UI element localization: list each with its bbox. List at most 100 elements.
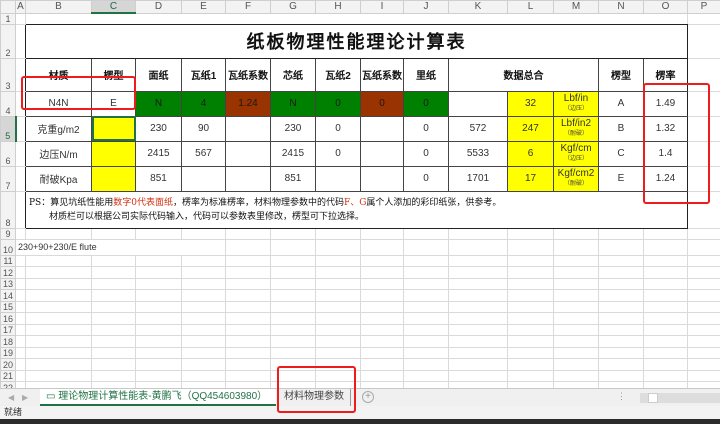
cell[interactable]	[448, 254, 508, 267]
cell[interactable]	[507, 277, 554, 290]
cell-medium1[interactable]: 567	[181, 140, 226, 167]
cell-medium2-code[interactable]: 0	[315, 90, 361, 117]
add-sheet-icon[interactable]: +	[362, 391, 374, 403]
cell[interactable]	[225, 238, 271, 256]
cell[interactable]	[553, 238, 599, 256]
cell-sum[interactable]	[448, 90, 508, 117]
cell[interactable]	[643, 369, 688, 382]
cell-unit[interactable]: Kgf/cm2 （耐破）	[553, 165, 599, 192]
cell[interactable]	[598, 238, 644, 256]
cell[interactable]	[15, 277, 26, 290]
cell[interactable]	[448, 265, 508, 279]
cell[interactable]	[360, 300, 404, 313]
cell[interactable]	[448, 227, 508, 240]
cell[interactable]	[507, 265, 554, 279]
cell[interactable]	[643, 346, 688, 359]
cell[interactable]	[225, 254, 271, 267]
cell[interactable]	[270, 238, 316, 256]
cell[interactable]	[448, 311, 508, 325]
cell[interactable]	[315, 300, 361, 313]
cell[interactable]	[315, 288, 361, 302]
note-text[interactable]: PS：算见坑纸性能用数字0代表面纸，楞率为标准楞率，材料物理参数中的代码F、G属…	[25, 190, 688, 229]
row-header[interactable]: 5	[0, 115, 17, 142]
row-header[interactable]: 20	[0, 357, 16, 371]
header-liner[interactable]: 面纸	[135, 57, 182, 92]
cell[interactable]	[181, 357, 226, 371]
cell[interactable]	[598, 277, 644, 290]
cell-flute-type[interactable]: A	[598, 90, 644, 117]
cell-unit[interactable]: Kgf/cm （边压）	[553, 140, 599, 167]
cell[interactable]	[15, 115, 26, 142]
cell[interactable]	[507, 334, 554, 348]
cell[interactable]	[643, 311, 688, 325]
column-header-G[interactable]: G	[270, 0, 316, 14]
cell[interactable]	[643, 323, 688, 336]
cell[interactable]	[91, 334, 136, 348]
cell[interactable]	[553, 323, 599, 336]
cell-core[interactable]: 851	[270, 165, 316, 192]
cell[interactable]	[135, 277, 182, 290]
cell[interactable]	[181, 334, 226, 348]
cell[interactable]	[360, 288, 404, 302]
cell[interactable]	[598, 254, 644, 267]
cell[interactable]	[403, 265, 449, 279]
row-header[interactable]: 2	[0, 23, 16, 59]
cell[interactable]	[687, 165, 720, 192]
cell[interactable]	[360, 277, 404, 290]
sheet-title[interactable]: 纸板物理性能理论计算表	[25, 23, 688, 59]
select-all-corner[interactable]	[0, 0, 16, 14]
row-header[interactable]: 19	[0, 346, 16, 359]
cell-total[interactable]: 247	[507, 115, 554, 142]
cell[interactable]	[270, 300, 316, 313]
cell[interactable]	[403, 288, 449, 302]
cell[interactable]	[448, 323, 508, 336]
cell[interactable]	[135, 288, 182, 302]
cell[interactable]	[403, 369, 449, 382]
cell[interactable]	[25, 227, 92, 240]
column-header-M[interactable]: M	[553, 0, 599, 14]
cell[interactable]	[598, 334, 644, 348]
cell[interactable]	[448, 334, 508, 348]
cell[interactable]	[448, 277, 508, 290]
row-header[interactable]: 10	[0, 238, 16, 256]
cell[interactable]	[270, 346, 316, 359]
cell[interactable]	[225, 265, 271, 279]
cell[interactable]	[553, 277, 599, 290]
cell[interactable]	[507, 311, 554, 325]
cell[interactable]	[225, 277, 271, 290]
cell[interactable]	[687, 300, 720, 313]
cell-core-code[interactable]: N	[270, 90, 316, 117]
cell[interactable]	[687, 254, 720, 267]
cell[interactable]	[448, 346, 508, 359]
header-medium1[interactable]: 瓦纸1	[181, 57, 226, 92]
cell[interactable]	[91, 227, 136, 240]
row-header[interactable]: 8	[0, 190, 16, 229]
cell[interactable]	[403, 311, 449, 325]
row-header[interactable]: 7	[0, 165, 16, 192]
cell-inner[interactable]: 0	[403, 140, 449, 167]
cell-empty[interactable]	[360, 165, 404, 192]
cell[interactable]	[643, 288, 688, 302]
header-medium2-coef[interactable]: 瓦纸系数	[360, 57, 404, 92]
cell-sum[interactable]: 572	[448, 115, 508, 142]
cell-liner[interactable]: 2415	[135, 140, 182, 167]
cell[interactable]	[687, 140, 720, 167]
column-header-L[interactable]: L	[507, 0, 554, 14]
cell[interactable]	[687, 334, 720, 348]
cell[interactable]	[15, 369, 26, 382]
cell-empty[interactable]	[225, 165, 271, 192]
cell-medium2[interactable]: 0	[315, 140, 361, 167]
cell[interactable]	[360, 334, 404, 348]
cell[interactable]	[553, 369, 599, 382]
cell[interactable]	[403, 254, 449, 267]
cell[interactable]	[15, 346, 26, 359]
cell[interactable]	[403, 277, 449, 290]
cell[interactable]	[687, 288, 720, 302]
cell[interactable]	[181, 300, 226, 313]
cell[interactable]	[91, 288, 136, 302]
cell[interactable]	[403, 357, 449, 371]
cell[interactable]	[315, 334, 361, 348]
row-header[interactable]: 3	[0, 57, 16, 92]
cell[interactable]	[25, 265, 92, 279]
cell[interactable]	[135, 346, 182, 359]
